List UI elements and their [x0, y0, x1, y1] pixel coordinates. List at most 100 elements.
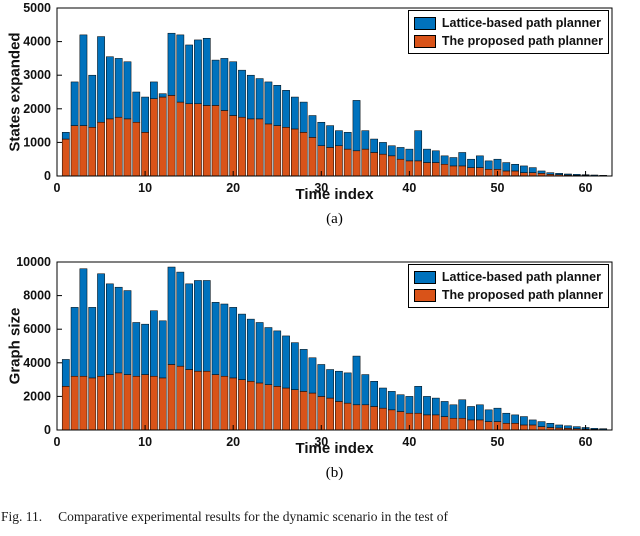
bar-segment [352, 150, 361, 177]
bar-segment [141, 323, 149, 375]
bar-segment [414, 130, 423, 162]
bar-segment [229, 377, 238, 431]
bar-segment [449, 417, 458, 431]
bar-segment [61, 359, 70, 387]
bar-segment [167, 364, 176, 431]
bar-segment [572, 426, 581, 429]
bar-segment [246, 318, 255, 382]
bar-segment [520, 424, 528, 431]
legend-a: Lattice-based path planner The proposed … [407, 10, 609, 54]
x-tick-label: 60 [579, 435, 593, 449]
bar-segment [484, 160, 493, 170]
bar-segment [520, 165, 528, 173]
legend-label-lattice: Lattice-based path planner [441, 270, 601, 284]
bar-segment [185, 283, 193, 370]
bar-segment [211, 105, 220, 177]
bar-segment [238, 313, 246, 380]
bar-segment [264, 327, 273, 385]
legend-swatch-lattice [413, 270, 436, 284]
bar-segment [185, 44, 193, 105]
bar-segment [79, 125, 88, 177]
x-tick-label: 10 [138, 435, 152, 449]
x-tick-label: 0 [54, 181, 61, 195]
bar-segment [423, 162, 431, 177]
bar-segment [449, 165, 458, 177]
legend-label-lattice: Lattice-based path planner [441, 16, 601, 30]
bar-segment [493, 158, 502, 170]
chart-a-block: 0 10 20 30 40 50 60 0 1000 2000 3000 4000 5000 State… [0, 0, 640, 240]
bar-segment [335, 370, 343, 402]
bar-segment [352, 404, 361, 431]
bar-segment [238, 69, 246, 118]
bar-segment [132, 121, 141, 177]
bar-segment [484, 409, 493, 422]
plot-border [56, 261, 613, 431]
x-tick-label: 10 [138, 181, 152, 195]
bar-segment [123, 61, 132, 120]
bar-segment [343, 402, 352, 431]
y-tick-label: 2000 [23, 389, 51, 403]
bar-segment [229, 61, 238, 116]
bar-segment [150, 98, 158, 177]
bar-segment [238, 116, 246, 177]
bar-segment [150, 310, 158, 377]
bar-segment [387, 391, 396, 411]
bar-segment [361, 130, 370, 150]
bar-segment [61, 132, 70, 140]
bar-segment [264, 81, 273, 125]
y-tick-label: 0 [44, 169, 51, 183]
bar-segment [202, 280, 211, 372]
bar-segment [379, 387, 387, 409]
bar-segment [370, 152, 378, 177]
bar-segment [467, 406, 475, 421]
bar-segment [590, 428, 599, 430]
bar-segment [317, 121, 326, 147]
x-tick-label: 30 [314, 435, 328, 449]
y-tick-label: 0 [44, 423, 51, 437]
bar-segment [246, 118, 255, 177]
bar-segment [599, 428, 608, 430]
bar-segment [255, 78, 264, 120]
bar-segment [361, 374, 370, 406]
y-tick-label: 10000 [16, 255, 51, 269]
bar-segment [528, 419, 537, 426]
bar-segment [379, 407, 387, 431]
bar-segment [79, 268, 88, 377]
bar-segment [246, 381, 255, 431]
bar-segment [379, 142, 387, 155]
bar-segment [493, 407, 502, 422]
bar-segment [158, 320, 167, 379]
x-tick-label: 50 [491, 435, 505, 449]
bar-segment [132, 91, 141, 123]
x-tick-label: 0 [54, 435, 61, 449]
bar-segment [370, 381, 378, 407]
x-tick-label: 30 [314, 181, 328, 195]
bar-segment [335, 130, 343, 147]
bar-segment [282, 335, 290, 389]
bar-segment [476, 155, 484, 168]
figure-caption: Fig. 11. Comparative experimental results… [1, 509, 640, 525]
bar-segment [132, 375, 141, 431]
legend-label-proposed: The proposed path planner [441, 34, 603, 48]
y-axis-label-a: States expanded [6, 32, 24, 152]
bar-segment [431, 150, 440, 163]
bar-segment [528, 424, 537, 431]
bar-segment [255, 118, 264, 177]
bar-segment [273, 125, 282, 177]
bar-segment [511, 163, 519, 172]
bar-segment [70, 125, 79, 177]
bar-segment [176, 365, 185, 431]
bar-segment [167, 266, 176, 365]
bar-segment [431, 414, 440, 431]
x-axis-label-b: Time index [295, 440, 374, 457]
bar-segment [150, 375, 158, 431]
bar-segment [440, 401, 449, 417]
bar-segment [106, 374, 114, 431]
bar-segment [123, 290, 132, 375]
bar-segment [326, 147, 334, 177]
x-tick-label: 20 [226, 181, 240, 195]
bar-segment [194, 280, 202, 372]
bar-segment [476, 419, 484, 431]
y-tick-label: 8000 [23, 289, 51, 303]
bar-segment [202, 105, 211, 177]
